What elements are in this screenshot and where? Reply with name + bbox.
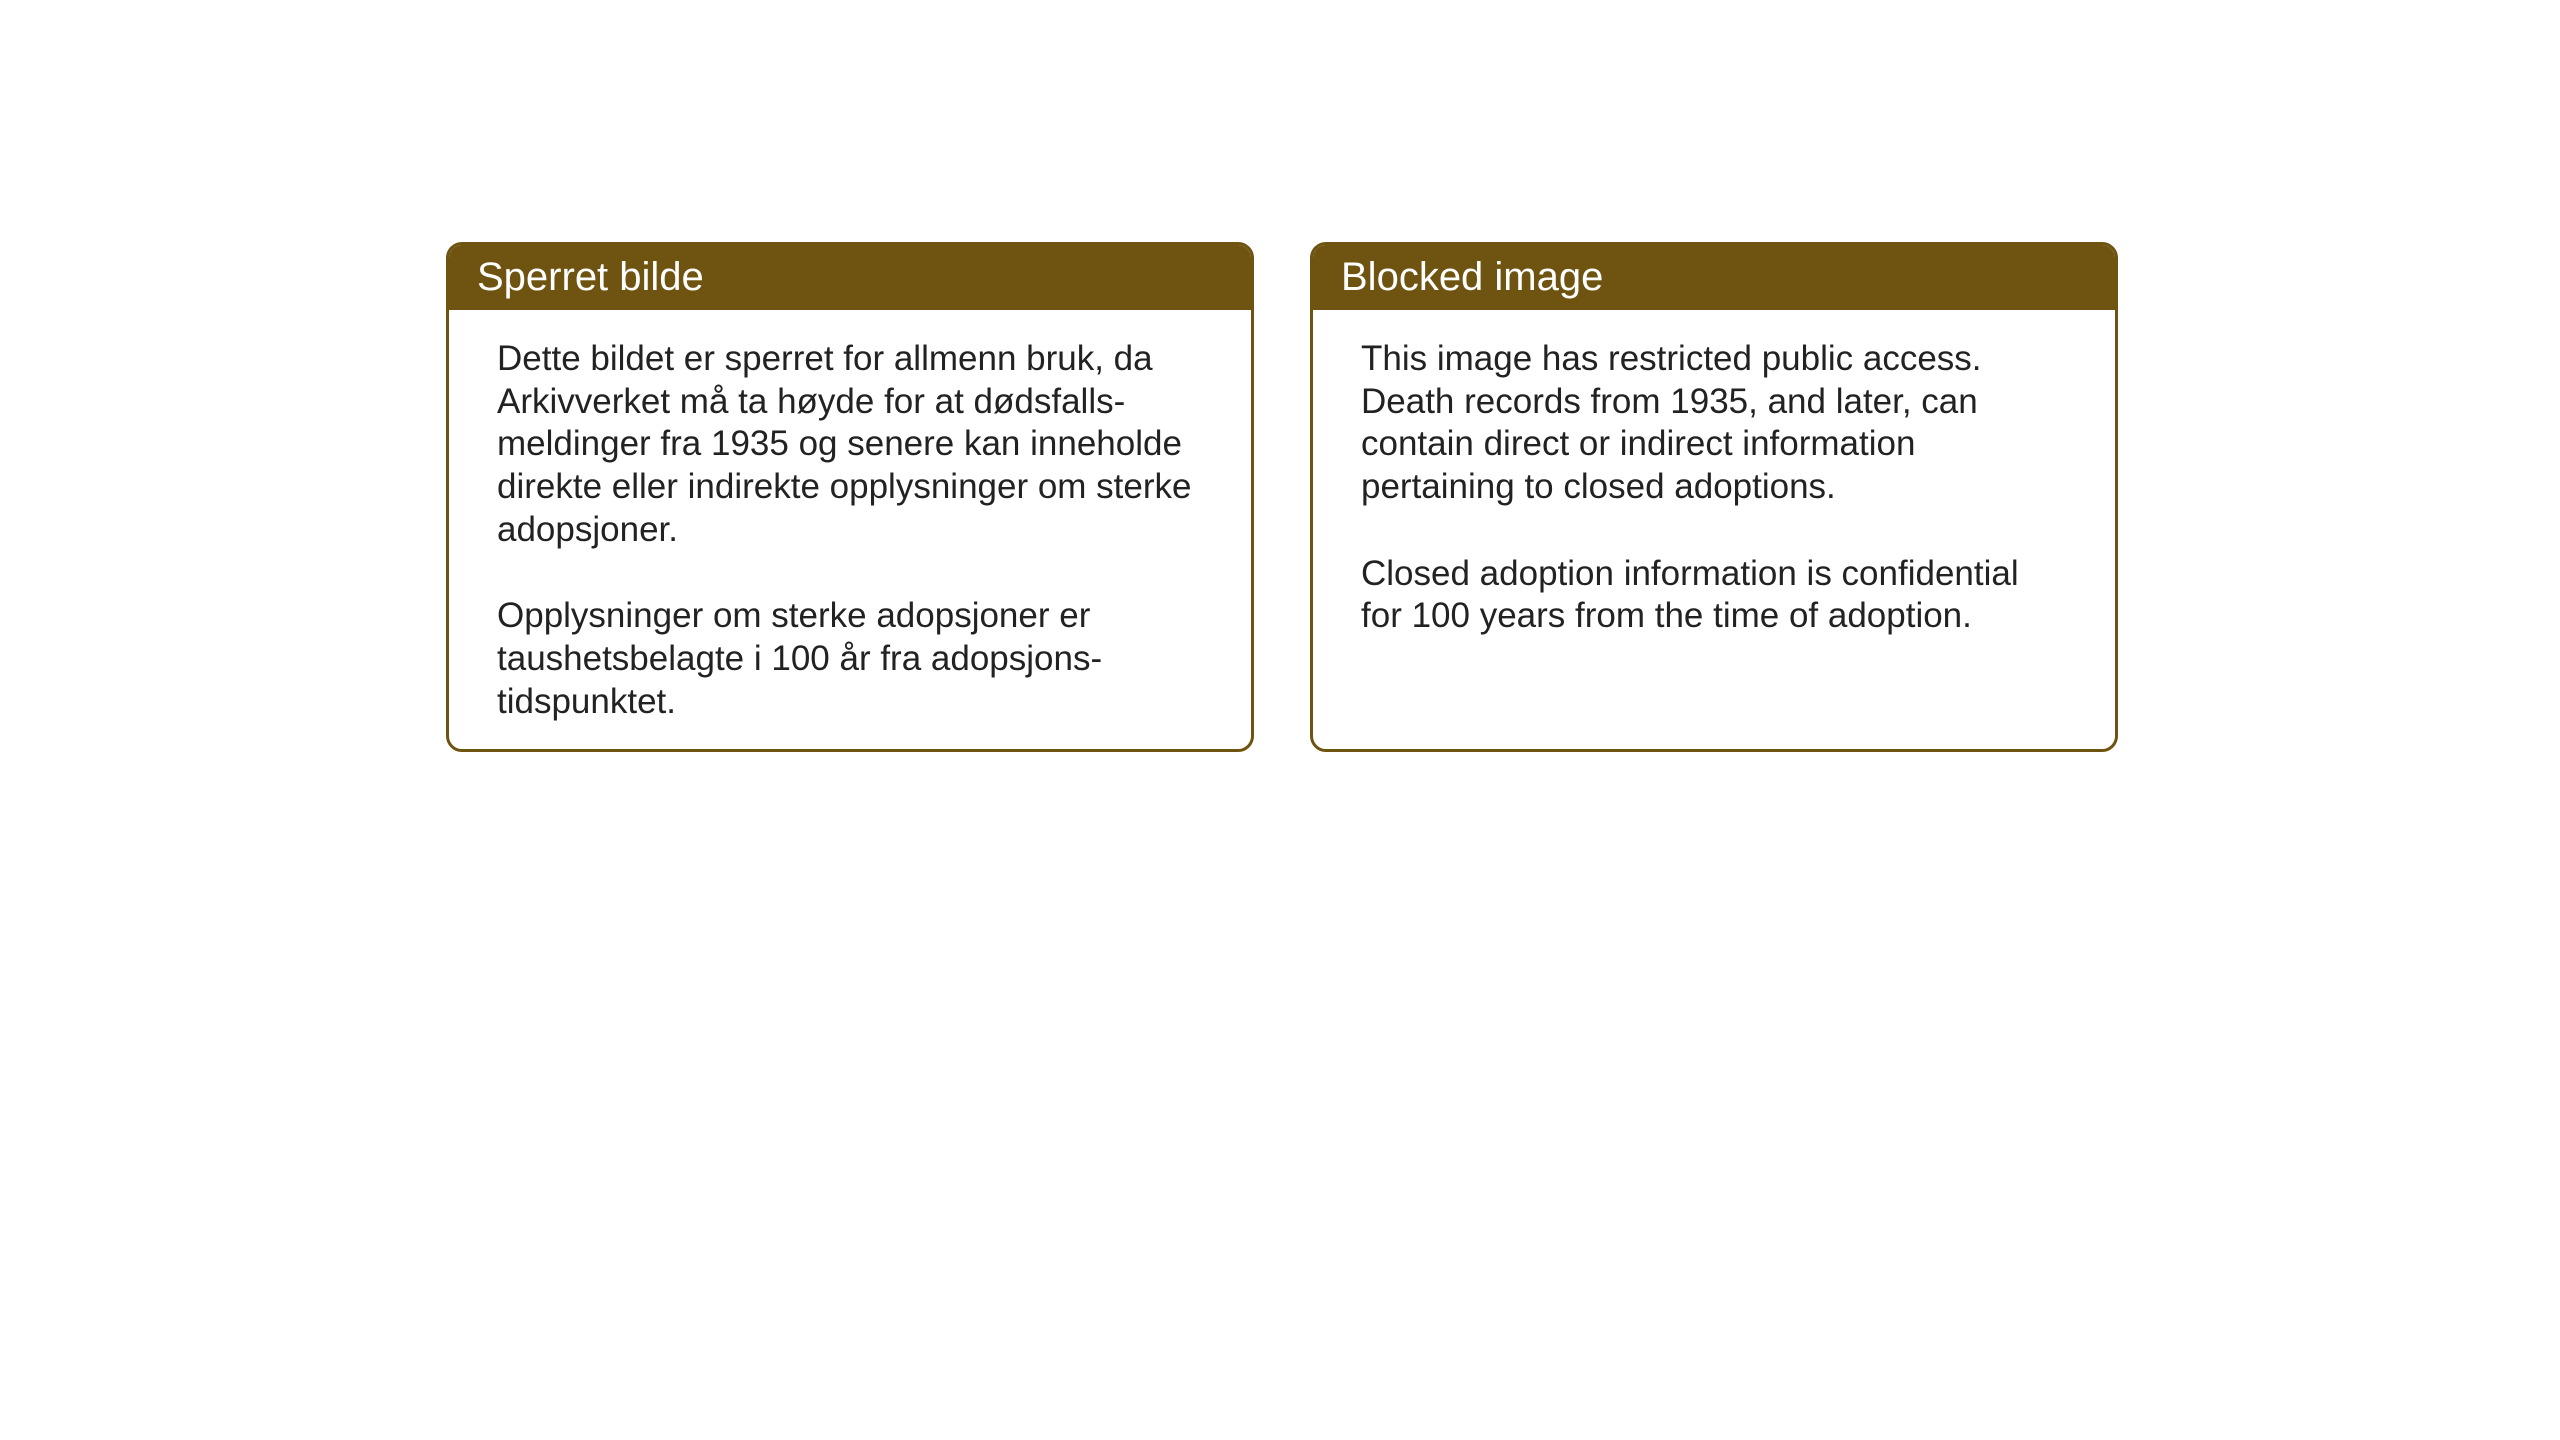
norwegian-card-title: Sperret bilde [477,255,704,299]
english-paragraph-1: This image has restricted public access.… [1361,338,2067,509]
english-card-header: Blocked image [1313,245,2115,310]
norwegian-card-header: Sperret bilde [449,245,1251,310]
english-card-body: This image has restricted public access.… [1313,310,2115,678]
english-notice-card: Blocked image This image has restricted … [1310,242,2118,752]
english-card-title: Blocked image [1341,255,1603,299]
norwegian-paragraph-1: Dette bildet er sperret for allmenn bruk… [497,338,1203,551]
notice-container: Sperret bilde Dette bildet er sperret fo… [446,242,2118,752]
norwegian-card-body: Dette bildet er sperret for allmenn bruk… [449,310,1251,752]
norwegian-paragraph-2: Opplysninger om sterke adopsjoner er tau… [497,595,1203,723]
english-paragraph-2: Closed adoption information is confident… [1361,553,2067,638]
norwegian-notice-card: Sperret bilde Dette bildet er sperret fo… [446,242,1254,752]
